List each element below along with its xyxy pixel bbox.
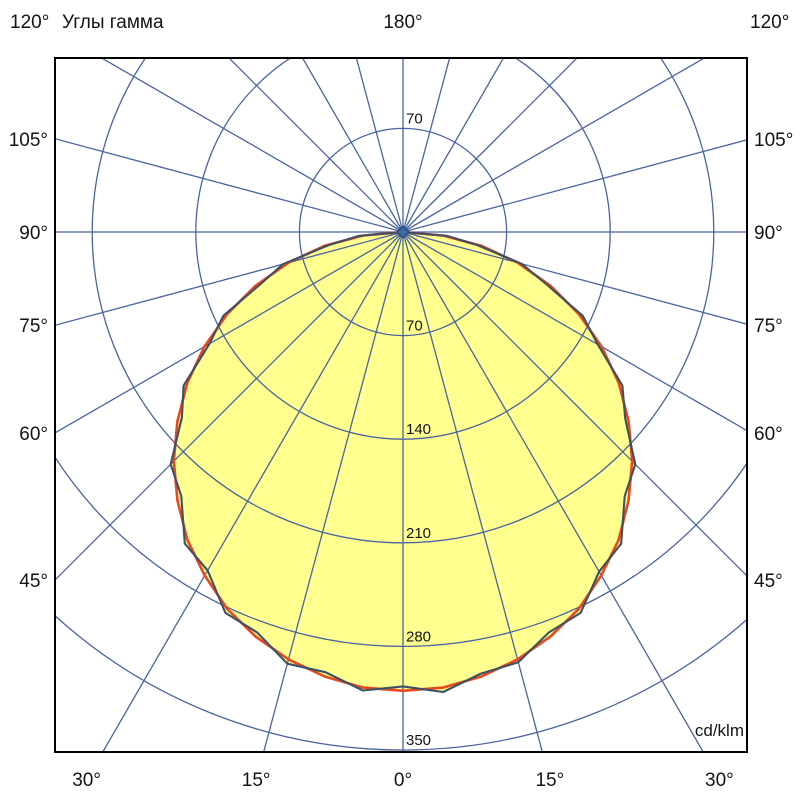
grid-ray: [402, 231, 704, 752]
grid-ray: [402, 231, 747, 577]
axis-labels: 70 140 210 280 350 70 105° 105° 90° 90° 75° 75° 60° 6…: [9, 110, 794, 791]
grid-ray: [55, 231, 404, 326]
gamma-label-bottom: 30°: [705, 770, 734, 791]
top-center-angle-label: 180°: [383, 12, 423, 33]
gamma-label-right: 105°: [754, 130, 793, 151]
grid-ray: [402, 231, 544, 752]
gamma-label-right: 60°: [754, 424, 783, 445]
curve-c90-c270: [169, 230, 637, 694]
grid-ray: [55, 231, 404, 581]
radial-tick-label: 210: [406, 525, 431, 542]
radial-tick-label-upper: 70: [406, 110, 423, 127]
gamma-label-bottom: 15°: [535, 770, 564, 791]
grid-ray: [402, 58, 451, 233]
gamma-label-right: 75°: [754, 316, 783, 337]
plot-border: [54, 57, 748, 753]
grid-ray: [402, 58, 505, 233]
gamma-label-left: 60°: [19, 424, 48, 445]
grid-ray: [402, 58, 578, 233]
top-right-angle-label: 120°: [750, 12, 790, 33]
gamma-label-right: 45°: [754, 571, 783, 592]
grid-ray: [55, 231, 404, 434]
grid-ray: [55, 138, 404, 233]
gamma-label-right: 90°: [754, 223, 783, 244]
grid-ray: [402, 139, 747, 233]
radial-tick-label: 140: [406, 421, 431, 438]
grid-ray: [262, 231, 404, 752]
grid-ray: [402, 231, 747, 325]
gamma-label-left: 90°: [19, 223, 48, 244]
grid-ray: [402, 58, 706, 233]
polar-center-marker: [396, 225, 410, 239]
curve-c0-c180: [172, 230, 634, 693]
radial-tick-label: 280: [406, 628, 431, 645]
intensity-curves: [169, 230, 637, 694]
grid-ray: [228, 58, 404, 233]
radial-tick-label: 70: [406, 318, 423, 335]
grid-ray: [355, 58, 404, 233]
gamma-label-bottom: 15°: [242, 770, 271, 791]
gamma-label-left: 45°: [19, 571, 48, 592]
chart-title: Углы гамма: [62, 12, 164, 33]
grid-ray: [100, 58, 404, 233]
gamma-label-left: 75°: [19, 316, 48, 337]
radial-tick-label: 350: [406, 732, 431, 749]
top-left-angle-label: 120°: [10, 12, 50, 33]
grid-ray: [102, 231, 404, 752]
gamma-label-bottom: 30°: [72, 770, 101, 791]
gamma-label-left: 105°: [9, 130, 48, 151]
unit-label: cd/klm: [694, 721, 744, 740]
gamma-label-bottom: 0°: [394, 770, 412, 791]
grid-ray: [402, 231, 747, 432]
grid-ray: [301, 58, 404, 233]
